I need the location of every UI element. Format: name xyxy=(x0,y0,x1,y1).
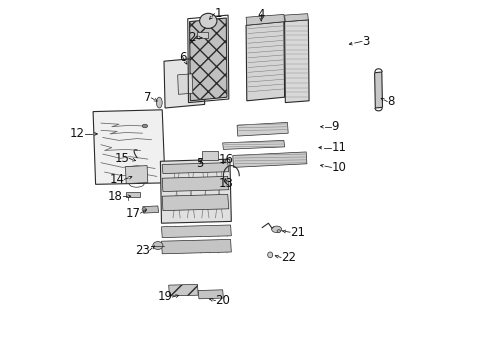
Ellipse shape xyxy=(271,226,282,233)
Polygon shape xyxy=(162,239,231,254)
Text: 21: 21 xyxy=(290,226,305,239)
Text: 9: 9 xyxy=(331,120,339,133)
Polygon shape xyxy=(162,176,229,192)
Text: 23: 23 xyxy=(135,244,149,257)
Text: 8: 8 xyxy=(387,95,394,108)
Ellipse shape xyxy=(142,208,147,211)
Polygon shape xyxy=(143,206,159,213)
Polygon shape xyxy=(237,122,288,136)
Text: 14: 14 xyxy=(109,173,124,186)
Polygon shape xyxy=(93,110,165,184)
Text: 16: 16 xyxy=(219,153,234,166)
Polygon shape xyxy=(160,159,231,223)
Polygon shape xyxy=(162,225,231,238)
Polygon shape xyxy=(222,140,285,149)
Polygon shape xyxy=(169,284,198,296)
Polygon shape xyxy=(233,152,307,167)
Polygon shape xyxy=(162,194,229,211)
Polygon shape xyxy=(125,166,148,184)
Text: 13: 13 xyxy=(219,177,234,190)
Polygon shape xyxy=(164,58,205,108)
Text: 6: 6 xyxy=(179,51,187,64)
Polygon shape xyxy=(178,74,193,94)
Ellipse shape xyxy=(153,242,163,249)
Text: 5: 5 xyxy=(196,157,204,170)
Polygon shape xyxy=(246,14,285,25)
Text: 22: 22 xyxy=(281,251,296,264)
Polygon shape xyxy=(246,22,285,101)
Text: 4: 4 xyxy=(257,8,265,21)
Text: 17: 17 xyxy=(125,207,141,220)
Text: 2: 2 xyxy=(188,31,196,44)
Ellipse shape xyxy=(199,13,217,28)
Ellipse shape xyxy=(268,252,273,258)
Text: 15: 15 xyxy=(114,152,129,165)
Bar xyxy=(126,192,140,197)
Polygon shape xyxy=(190,18,227,101)
Text: 18: 18 xyxy=(108,190,122,203)
Polygon shape xyxy=(162,163,229,174)
Ellipse shape xyxy=(142,124,147,128)
Text: 10: 10 xyxy=(331,161,346,174)
Text: 19: 19 xyxy=(157,291,172,303)
Text: 11: 11 xyxy=(331,141,346,154)
Text: 1: 1 xyxy=(215,7,222,20)
Text: 7: 7 xyxy=(144,91,151,104)
Ellipse shape xyxy=(277,230,281,233)
Polygon shape xyxy=(374,72,383,108)
Text: 20: 20 xyxy=(216,294,230,307)
Polygon shape xyxy=(198,290,223,299)
Text: 12: 12 xyxy=(70,127,85,140)
Polygon shape xyxy=(285,20,309,103)
Polygon shape xyxy=(285,14,308,22)
Text: 3: 3 xyxy=(362,35,369,48)
Bar xyxy=(202,151,218,160)
Ellipse shape xyxy=(156,97,162,108)
Bar xyxy=(197,32,208,38)
